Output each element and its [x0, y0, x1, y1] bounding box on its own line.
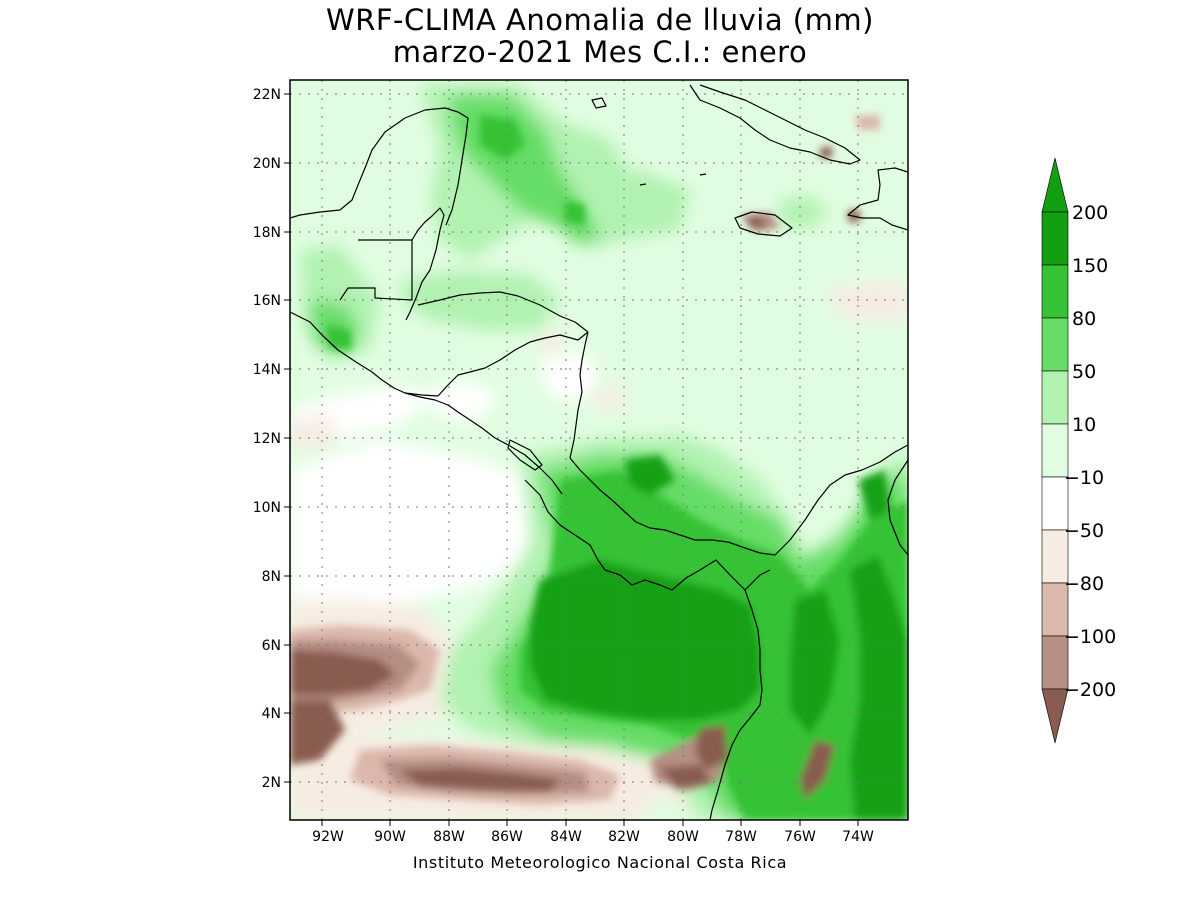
colorbar-label: 10 [1072, 414, 1096, 436]
lon-label: 88W [433, 829, 465, 845]
colorbar [1041, 157, 1069, 744]
el-salvador-coast [404, 392, 459, 413]
lat-label: 8N [262, 569, 281, 585]
longitude-labels: 92W 90W 88W 86W 84W 82W 80W 78W 76W 74W [312, 829, 874, 845]
lon-label: 82W [608, 829, 640, 845]
lat-label: 12N [253, 431, 281, 447]
footer-credit: Instituto Meteorologico Nacional Costa R… [412, 853, 788, 872]
map-title-line2: marzo-2021 Mes C.I.: enero [392, 35, 808, 69]
colorbar-segment [1041, 317, 1069, 372]
costa-rica-pacific [524, 479, 606, 571]
colorbar-top-arrow [1041, 157, 1069, 213]
lat-label: 2N [262, 775, 281, 791]
colorbar-label: −10 [1064, 467, 1104, 489]
lon-label: 86W [491, 829, 523, 845]
nicaragua-caribbean-coast [569, 331, 589, 459]
colombia-coast-north [774, 444, 908, 556]
lake-nicaragua [507, 439, 543, 471]
pacific-coast-mex [290, 311, 439, 397]
colorbar-segment [1041, 211, 1069, 266]
grid-lines [290, 80, 908, 820]
lat-label: 16N [253, 293, 281, 309]
colorbar-label: 80 [1072, 308, 1096, 330]
colorbar-label: −50 [1064, 520, 1104, 542]
colorbar-labels: 200 150 80 50 10 −10 −50 −80 −100 −200 [1064, 202, 1116, 701]
cayman-islands [639, 173, 707, 186]
hispaniola [847, 167, 908, 231]
colorbar-segment [1041, 370, 1069, 425]
colorbar-label: 150 [1072, 255, 1108, 277]
lon-label: 78W [725, 829, 757, 845]
honduras-north-coast [417, 291, 589, 333]
jamaica [734, 211, 793, 237]
colorbar-segment [1041, 635, 1069, 690]
honduras-nicaragua-border [437, 331, 589, 397]
lon-label: 76W [784, 829, 816, 845]
lon-label: 90W [374, 829, 406, 845]
colorbar-label: 200 [1072, 202, 1108, 224]
lon-label: 92W [312, 829, 344, 845]
belize-coast [405, 207, 445, 321]
anomaly-field [290, 80, 908, 820]
axis-ticks [284, 93, 859, 826]
colorbar-bottom-arrow [1041, 688, 1069, 744]
panama-coast [635, 521, 776, 556]
colorbar-segment [1041, 529, 1069, 584]
map-title-line1: WRF-CLIMA Anomalia de lluvia (mm) [326, 3, 874, 37]
colorbar-label: −100 [1064, 626, 1116, 648]
lat-label: 20N [253, 156, 281, 172]
lon-label: 80W [667, 829, 699, 845]
mexico-gulf-coast [290, 107, 469, 226]
lat-label: 14N [253, 362, 281, 378]
lat-label: 6N [262, 638, 281, 654]
lat-label: 10N [253, 500, 281, 516]
latitude-labels: 2N 4N 6N 8N 10N 12N 14N 16N 18N 20N 22N [253, 87, 281, 791]
lat-label: 18N [253, 225, 281, 241]
colorbar-segment [1041, 264, 1069, 319]
coastlines [290, 84, 908, 820]
colorbar-segment [1041, 476, 1069, 531]
colorbar-label: −200 [1064, 679, 1116, 701]
lat-label: 4N [262, 706, 281, 722]
colorbar-segment [1041, 582, 1069, 637]
colombia-pacific [709, 589, 763, 820]
colorbar-label: 50 [1072, 361, 1096, 383]
lon-label: 74W [842, 829, 874, 845]
nicaragua-pacific-coast [457, 411, 563, 495]
colorbar-label: −80 [1064, 573, 1104, 595]
costa-rica-caribbean [569, 457, 637, 523]
colombia-venezuela-border [887, 459, 908, 556]
map-frame [289, 79, 909, 821]
colorbar-segment [1041, 423, 1069, 478]
lat-label: 22N [253, 87, 281, 103]
cuba-coast [689, 84, 861, 165]
isla-de-la-juventud [591, 97, 607, 109]
lon-label: 84W [550, 829, 582, 845]
